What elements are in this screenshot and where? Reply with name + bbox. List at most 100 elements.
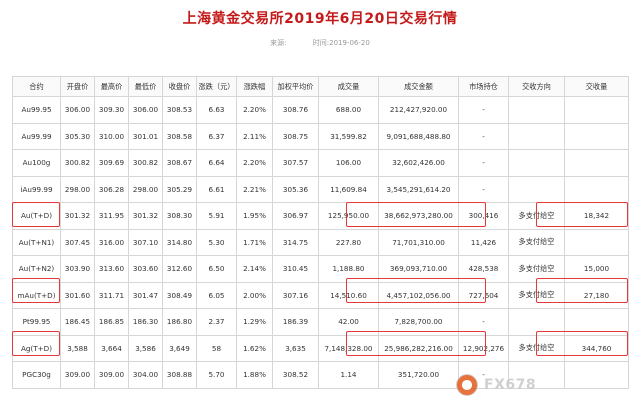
table-cell: 306.00	[60, 96, 95, 124]
table-cell: 300,416	[458, 202, 509, 230]
table-cell: 1.62%	[236, 334, 273, 362]
table-cell: 6.50	[196, 255, 237, 283]
column-header: 收盘价	[162, 76, 197, 97]
table-row: Au(T+N2) 303.90 313.60 303.60 312.60 6.50 2.14…	[12, 255, 629, 283]
table-cell: 307.57	[272, 149, 319, 177]
table-row: PGC30g 309.00 309.00 304.00 308.88 5.70 1.88% 3…	[12, 361, 629, 389]
table-cell: 多支付给空	[508, 281, 565, 309]
table-cell: 309.30	[94, 96, 129, 124]
table-cell: 310.45	[272, 255, 319, 283]
table-cell: 1.88%	[236, 361, 273, 389]
time-label-text: 时间:	[312, 39, 330, 47]
table-cell	[564, 228, 629, 256]
table-cell: 1.14	[318, 361, 379, 389]
table-cell: 305.29	[162, 175, 197, 203]
table-cell: 688.00	[318, 96, 379, 124]
table-cell: 313.60	[94, 255, 129, 283]
table-cell: -	[458, 96, 509, 124]
table-cell: 301.32	[128, 202, 163, 230]
table-cell: 351,720.00	[378, 361, 459, 389]
table-cell	[564, 122, 629, 150]
table-cell: 186.39	[272, 308, 319, 336]
table-row: Au(T+N1) 307.45 316.00 307.10 314.80 5.30 1.71…	[12, 228, 629, 256]
table-cell: 186.45	[60, 308, 95, 336]
column-header: 最高价	[94, 76, 129, 97]
table-cell: 2.21%	[236, 175, 273, 203]
table-cell: 307.45	[60, 228, 95, 256]
table-cell: -	[458, 149, 509, 177]
column-header: 开盘价	[60, 76, 95, 97]
table-cell: 11,426	[458, 228, 509, 256]
table-cell: 307.16	[272, 281, 319, 309]
table-cell: 3,635	[272, 334, 319, 362]
contract-name-cell: PGC30g	[12, 361, 61, 389]
table-cell: 308.76	[272, 96, 319, 124]
table-cell: 428,538	[458, 255, 509, 283]
table-cell: 3,588	[60, 334, 95, 362]
source-label: 来源:	[270, 39, 287, 47]
table-cell: -	[458, 175, 509, 203]
table-cell	[564, 175, 629, 203]
table-cell: 11,609.84	[318, 175, 379, 203]
table-cell: -	[458, 308, 509, 336]
watermark-text: FX678	[484, 377, 537, 393]
table-cell: 308.49	[162, 281, 197, 309]
table-cell: 305.30	[60, 122, 95, 150]
table-cell: 309.69	[94, 149, 129, 177]
table-cell: 2.11%	[236, 122, 273, 150]
table-cell: 306.00	[128, 96, 163, 124]
table-row: Au99.99 305.30 310.00 301.01 308.58 6.37 2.11%…	[12, 122, 629, 150]
table-cell: 多支付给空	[508, 228, 565, 256]
table-cell: 42.00	[318, 308, 379, 336]
table-cell: 9,091,688,488.80	[378, 122, 459, 150]
contract-name-cell: Au(T+D)	[12, 202, 61, 230]
table-cell: 298.00	[60, 175, 95, 203]
table-cell: 301.32	[60, 202, 95, 230]
table-cell: 1,188.80	[318, 255, 379, 283]
table-cell: 309.00	[60, 361, 95, 389]
table-cell: 298.00	[128, 175, 163, 203]
table-cell: 5.91	[196, 202, 237, 230]
table-cell: 727,604	[458, 281, 509, 309]
fx678-logo-icon	[456, 374, 478, 396]
table-cell: 308.30	[162, 202, 197, 230]
table-cell	[508, 175, 565, 203]
table-cell: 308.58	[162, 122, 197, 150]
column-header: 涨跌幅	[236, 76, 273, 97]
table-cell: 3,586	[128, 334, 163, 362]
table-cell: 301.01	[128, 122, 163, 150]
contract-name-cell: iAu99.99	[12, 175, 61, 203]
table-cell: 2.20%	[236, 96, 273, 124]
table-row: Ag(T+D) 3,588 3,664 3,586 3,649 58 1.62% 3,635 7…	[12, 334, 629, 362]
table-cell	[564, 308, 629, 336]
table-cell: 106.00	[318, 149, 379, 177]
table-cell: 3,649	[162, 334, 197, 362]
table-cell	[508, 96, 565, 124]
table-cell	[564, 361, 629, 389]
column-header: 交收方向	[508, 76, 565, 97]
contract-name-cell: Au99.99	[12, 122, 61, 150]
table-cell: 305.36	[272, 175, 319, 203]
column-header: 成交金额	[378, 76, 459, 97]
table-cell: 7,828,700.00	[378, 308, 459, 336]
table-cell: 307.10	[128, 228, 163, 256]
page-title: 上海黄金交易所2019年6月20日交易行情	[182, 11, 458, 27]
table-cell: 212,427,920.00	[378, 96, 459, 124]
table-cell: 6.05	[196, 281, 237, 309]
table-cell: 6.64	[196, 149, 237, 177]
table-cell: 301.60	[60, 281, 95, 309]
table-cell: 14,510.60	[318, 281, 379, 309]
table-row: Au99.95 306.00 309.30 306.00 308.53 6.63 2.20%…	[12, 96, 629, 124]
table-cell: 304.00	[128, 361, 163, 389]
contract-name-cell: Au(T+N1)	[12, 228, 61, 256]
table-cell	[508, 361, 565, 389]
gold-trading-table: 合约 开盘价 最高价 最低价 收盘价 涨跌（元） 涨跌幅 加权平均价 成交量 成交金额 市场持仓 交收…	[12, 76, 629, 389]
table-cell: 308.75	[272, 122, 319, 150]
column-header: 最低价	[128, 76, 163, 97]
table-row: Au(T+D) 301.32 311.95 301.32 308.30 5.91 1.95%…	[12, 202, 629, 230]
table-cell: 15,000	[564, 255, 629, 283]
table-cell: 3,664	[94, 334, 129, 362]
table-cell: 125,950.00	[318, 202, 379, 230]
table-cell: 369,093,710.00	[378, 255, 459, 283]
table-cell: 31,599.82	[318, 122, 379, 150]
